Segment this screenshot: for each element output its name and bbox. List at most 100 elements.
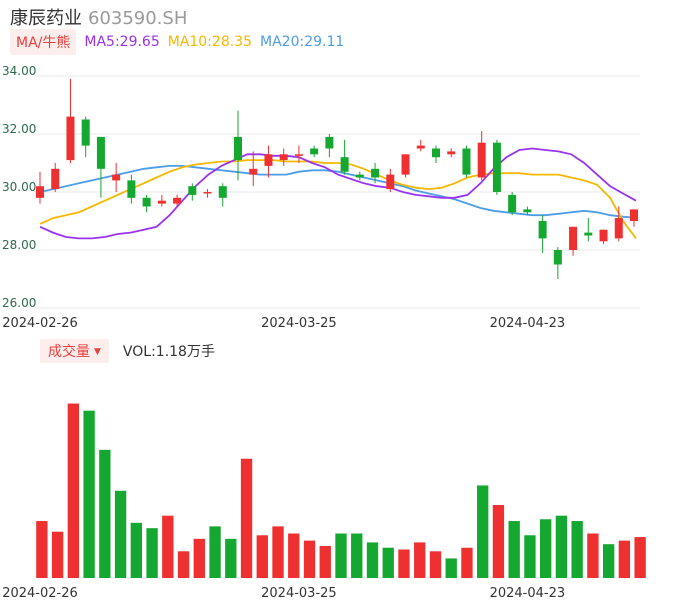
candle-body <box>386 174 395 190</box>
volume-bar <box>555 515 568 578</box>
candle-body <box>462 148 471 175</box>
candle-body <box>234 136 242 161</box>
candle-body <box>538 221 547 239</box>
volume-x-tick-label: 2024-04-23 <box>490 586 566 601</box>
volume-bar <box>303 540 316 578</box>
volume-bar <box>508 521 520 578</box>
ma10-line <box>39 159 637 239</box>
volume-bar <box>225 538 237 578</box>
volume-bar <box>67 403 80 578</box>
ma5-label: MA5:29.65 <box>84 34 160 50</box>
candle-body <box>584 232 593 236</box>
candle-body <box>51 168 60 190</box>
candle-body <box>416 145 425 149</box>
candle-body <box>157 200 166 204</box>
candle-body <box>630 209 638 221</box>
candle-body <box>203 192 212 194</box>
volume-bar <box>36 521 48 578</box>
x-tick-label: 2024-03-25 <box>261 316 337 331</box>
candle-body <box>508 194 517 213</box>
candle-body <box>599 229 608 242</box>
candle-body <box>142 197 151 207</box>
volume-bar <box>114 490 127 578</box>
stock-title: 康辰药业 603590.SH <box>10 4 187 30</box>
volume-bar <box>146 528 158 578</box>
stock-name: 康辰药业 <box>10 8 82 29</box>
volume-bar <box>366 542 379 578</box>
volume-bar <box>177 551 190 578</box>
candle-body <box>188 186 197 195</box>
candle-body <box>325 136 334 149</box>
ma5-line <box>39 147 637 240</box>
candle-body <box>340 157 349 172</box>
volume-bar <box>477 485 489 578</box>
candle-body <box>447 151 456 155</box>
volume-bar <box>618 540 631 578</box>
volume-x-tick-label: 2024-02-26 <box>2 586 78 601</box>
candle-body <box>96 136 105 169</box>
candle-body <box>355 174 364 178</box>
ma-indicator-button[interactable]: MA/牛熊 <box>10 29 77 55</box>
volume-bar <box>429 551 442 578</box>
volume-bar <box>382 547 394 578</box>
ma20-label: MA20:29.11 <box>260 34 345 50</box>
candle-body <box>401 154 410 175</box>
candle-body <box>614 218 623 239</box>
volume-bar <box>351 533 363 578</box>
volume-bar <box>524 535 536 578</box>
y-tick-label: 26.00 <box>2 296 36 310</box>
volume-bar <box>288 533 300 578</box>
candle-body <box>279 154 288 161</box>
candle-body <box>477 142 486 178</box>
candle-body <box>371 168 380 178</box>
volume-bar <box>461 547 473 578</box>
candle-body <box>112 174 121 181</box>
ma20-line <box>39 164 637 219</box>
ma10-label: MA10:28.35 <box>167 34 253 50</box>
candle-body <box>264 154 273 166</box>
candle-body <box>310 148 319 155</box>
volume-bar <box>335 533 347 578</box>
volume-bar <box>539 519 552 578</box>
volume-legend: 成交量 ▼ VOL:1.18万手 <box>40 339 215 363</box>
volume-value: VOL:1.18万手 <box>122 344 215 360</box>
volume-bar <box>240 458 253 578</box>
x-tick-label: 2024-02-26 <box>2 316 78 331</box>
candle-body <box>66 116 75 161</box>
volume-bar <box>162 515 174 578</box>
candle-body <box>492 142 501 192</box>
candle-body <box>432 148 440 158</box>
volume-bar <box>209 526 221 578</box>
volume-bar <box>99 449 111 578</box>
y-tick-label: 32.00 <box>2 122 36 136</box>
volume-indicator-label: 成交量 <box>48 344 90 360</box>
candle-body <box>173 197 182 204</box>
volume-bar <box>256 535 268 578</box>
volume-bar <box>414 542 426 578</box>
candle-body <box>127 180 136 198</box>
candle-body <box>249 168 258 175</box>
volume-bar <box>445 558 457 578</box>
candle-body <box>569 226 578 250</box>
caret-down-icon: ▼ <box>94 347 101 357</box>
volume-bar <box>272 526 284 578</box>
candle-body <box>218 186 227 198</box>
volume-bar <box>319 545 331 578</box>
candle-body <box>36 186 44 198</box>
volume-bar <box>587 533 599 578</box>
ma-legend: MA/牛熊 MA5:29.65 MA10:28.35 MA20:29.11 <box>10 29 345 55</box>
candle-body <box>81 119 90 146</box>
volume-x-tick-label: 2024-03-25 <box>261 586 337 601</box>
volume-bar <box>130 522 143 578</box>
volume-indicator-button[interactable]: 成交量 ▼ <box>40 339 109 363</box>
volume-bar <box>634 537 646 578</box>
x-tick-label: 2024-04-23 <box>490 316 566 331</box>
candle-body <box>294 154 303 156</box>
volume-bar <box>571 521 583 578</box>
volume-bar <box>602 544 615 578</box>
y-tick-label: 30.00 <box>2 180 36 194</box>
stock-code: 603590.SH <box>88 8 188 29</box>
price-chart[interactable]: 34.00 32.00 30.00 28.00 26.00 2024-02-26 2024-… <box>0 0 686 335</box>
volume-bar <box>398 549 410 578</box>
